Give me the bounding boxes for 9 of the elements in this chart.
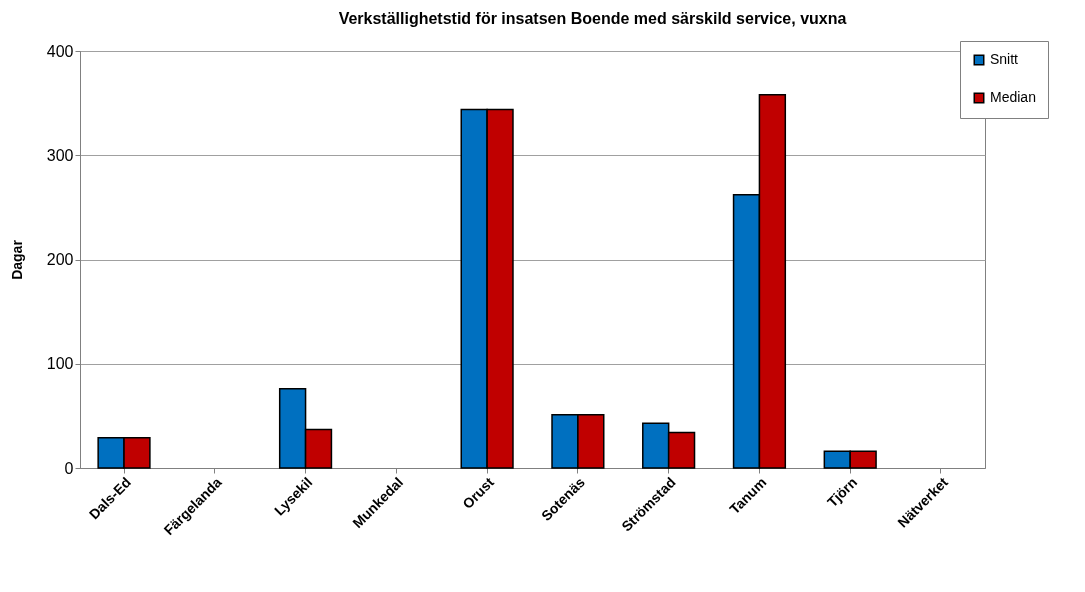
- y-tick-label: 200: [46, 251, 74, 268]
- legend-label: Median: [990, 89, 1036, 105]
- y-tick-label: 300: [46, 146, 74, 164]
- y-axis-title: Dagar: [8, 239, 25, 280]
- legend-label: Snitt: [990, 51, 1019, 67]
- y-tick-label: 100: [46, 355, 74, 373]
- chart-title: Verkställighetstid för insatsen Boende med särskild service, vuxna: [338, 9, 847, 27]
- y-tick-label: 400: [46, 42, 74, 60]
- y-tick-label: 0: [64, 459, 74, 477]
